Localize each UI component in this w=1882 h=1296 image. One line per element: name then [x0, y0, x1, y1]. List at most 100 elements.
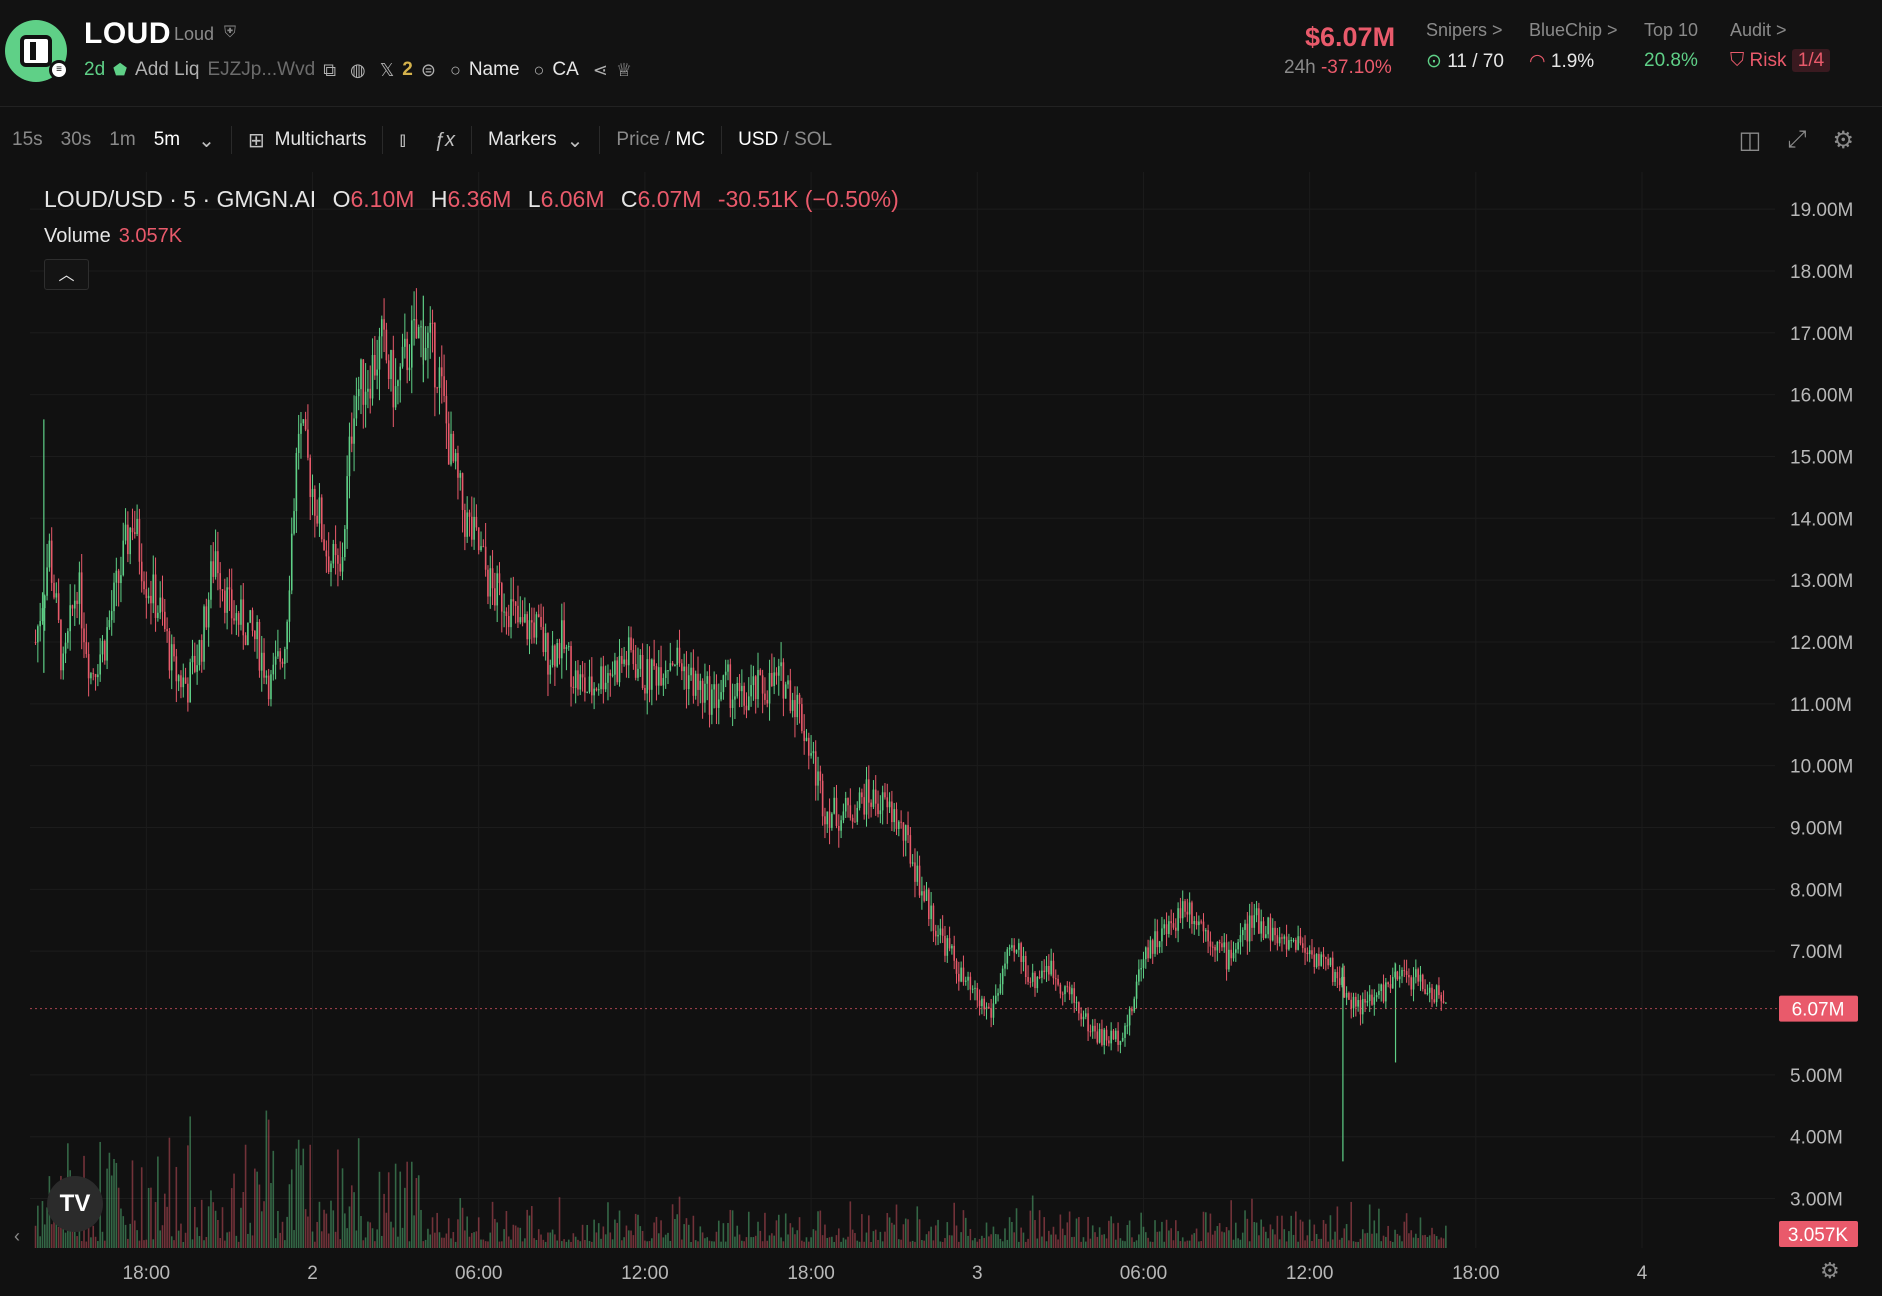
usd-sol-toggle[interactable]: USD / SOL [738, 129, 833, 150]
volume-bar [110, 1175, 113, 1248]
candle-body [1059, 984, 1062, 994]
volume-bar [1435, 1236, 1438, 1248]
volume-bar [1382, 1235, 1385, 1248]
volume-bar [459, 1198, 462, 1248]
candle-body [1195, 921, 1198, 926]
candle-body [64, 642, 67, 654]
volume-value: 3.057K [118, 225, 183, 247]
markers-button[interactable]: Markers ⌄ [488, 128, 583, 153]
volume-bar [928, 1231, 930, 1248]
candle-body [404, 338, 406, 347]
candle-body [214, 551, 217, 577]
snipers-stat[interactable]: Snipers > ⊙ 11 / 70 [1426, 20, 1504, 73]
multicharts-button[interactable]: ⊞ Multicharts [248, 128, 367, 153]
volume-bar [577, 1239, 579, 1248]
x-social-icon[interactable]: 𝕏 [379, 59, 395, 80]
candle-body [399, 366, 402, 381]
volume-bar [641, 1230, 644, 1248]
collapse-legend-button[interactable]: ︿ [44, 259, 89, 290]
candle-body [1246, 923, 1249, 942]
candle-body [1151, 940, 1154, 954]
volume-bar [655, 1216, 658, 1248]
candle-body [101, 640, 104, 655]
share-icon[interactable]: ⋖ [592, 59, 608, 80]
volume-bar [1239, 1239, 1242, 1248]
volume-bar [1311, 1241, 1313, 1248]
volume-bar [561, 1241, 563, 1248]
contract-address[interactable]: EJZJp...Wvd [207, 59, 316, 80]
volume-bar [417, 1175, 420, 1248]
volume-bar [570, 1241, 572, 1248]
timeframe-1m[interactable]: 1m [109, 129, 136, 150]
candle-body [332, 543, 335, 564]
telegram-icon[interactable]: ⊜ [420, 59, 436, 80]
candle-body [240, 599, 242, 625]
candle-body [1373, 997, 1376, 1005]
volume-bar [387, 1172, 390, 1248]
volume-bar [794, 1234, 796, 1248]
price-mc-toggle[interactable]: Price / MC [616, 129, 706, 150]
candle-body [353, 418, 355, 444]
candle-body [524, 614, 526, 623]
x-tick-label: 3 [972, 1263, 983, 1284]
candle-body [561, 620, 563, 659]
candle-body [484, 546, 487, 570]
volume-bar [166, 1206, 168, 1248]
candle-body [1073, 988, 1076, 1003]
volume-bar [540, 1234, 542, 1248]
crown-icon[interactable]: ♕ [615, 59, 633, 80]
volume-bar [893, 1224, 895, 1248]
candle-body [1230, 949, 1232, 959]
camera-icon[interactable]: ◫ [1738, 126, 1762, 154]
candle-body [445, 395, 448, 424]
candle-body [371, 354, 374, 399]
bluechip-stat[interactable]: BlueChip > ◠ 1.9% [1529, 20, 1618, 73]
current-volume-tag [1779, 1221, 1858, 1247]
globe-icon[interactable]: ◍ [350, 59, 366, 80]
candle-body [787, 680, 789, 685]
candle-body [948, 938, 951, 949]
chart-toolbar: 15s 30s 1m 5m ⌄ ⊞ Multicharts ⫾ ƒx Marke… [0, 108, 1882, 172]
timeframe-30s[interactable]: 30s [60, 129, 92, 150]
search-name-label[interactable]: Name [468, 59, 520, 80]
volume-bar [1445, 1225, 1447, 1248]
settings-gear-icon[interactable]: ⚙ [1832, 126, 1854, 154]
token-logo[interactable]: ≡ [5, 20, 69, 82]
volume-bar [330, 1200, 332, 1248]
scroll-left-icon[interactable]: ‹ [14, 1226, 20, 1246]
top10-stat[interactable]: Top 10 20.8% [1644, 20, 1698, 72]
volume-bar [127, 1238, 129, 1248]
axis-settings-icon[interactable]: ⚙ [1820, 1258, 1840, 1283]
candle-body [556, 643, 558, 667]
candle-body [1043, 970, 1046, 972]
fullscreen-icon[interactable]: ⤢ [1787, 126, 1807, 153]
open-key: O [332, 186, 351, 212]
candle-body [701, 680, 704, 703]
candle-body [364, 391, 367, 405]
search-ca-label[interactable]: CA [552, 59, 579, 80]
candle-body [355, 396, 358, 419]
volume-bar [537, 1229, 540, 1248]
chevron-down-icon[interactable]: ⌄ [198, 129, 215, 152]
search-ca-icon[interactable]: ○ [533, 59, 545, 80]
volume-bar [904, 1218, 907, 1248]
volume-bar [535, 1239, 538, 1248]
search-name-icon[interactable]: ○ [449, 59, 461, 80]
candles-icon[interactable]: ⫾ [399, 128, 406, 151]
volume-bar [881, 1241, 884, 1248]
candle-body [360, 359, 362, 390]
candle-body [1391, 977, 1394, 989]
volume-bar [1179, 1241, 1182, 1248]
candle-body [694, 673, 697, 696]
copy-icon[interactable]: ⧉ [323, 59, 337, 80]
tradingview-logo-icon[interactable]: TV [47, 1176, 103, 1232]
volume-bar [1295, 1211, 1297, 1248]
indicators-fx-icon[interactable]: ƒx [433, 128, 456, 151]
timeframe-5m[interactable]: 5m [153, 129, 181, 150]
candle-body [489, 568, 492, 597]
candle-body [187, 683, 189, 703]
x-tick-label: 12:00 [1286, 1263, 1334, 1284]
timeframe-15s[interactable]: 15s [12, 129, 43, 150]
audit-stat[interactable]: Audit > ⛉ Risk 1/4 [1730, 20, 1831, 72]
